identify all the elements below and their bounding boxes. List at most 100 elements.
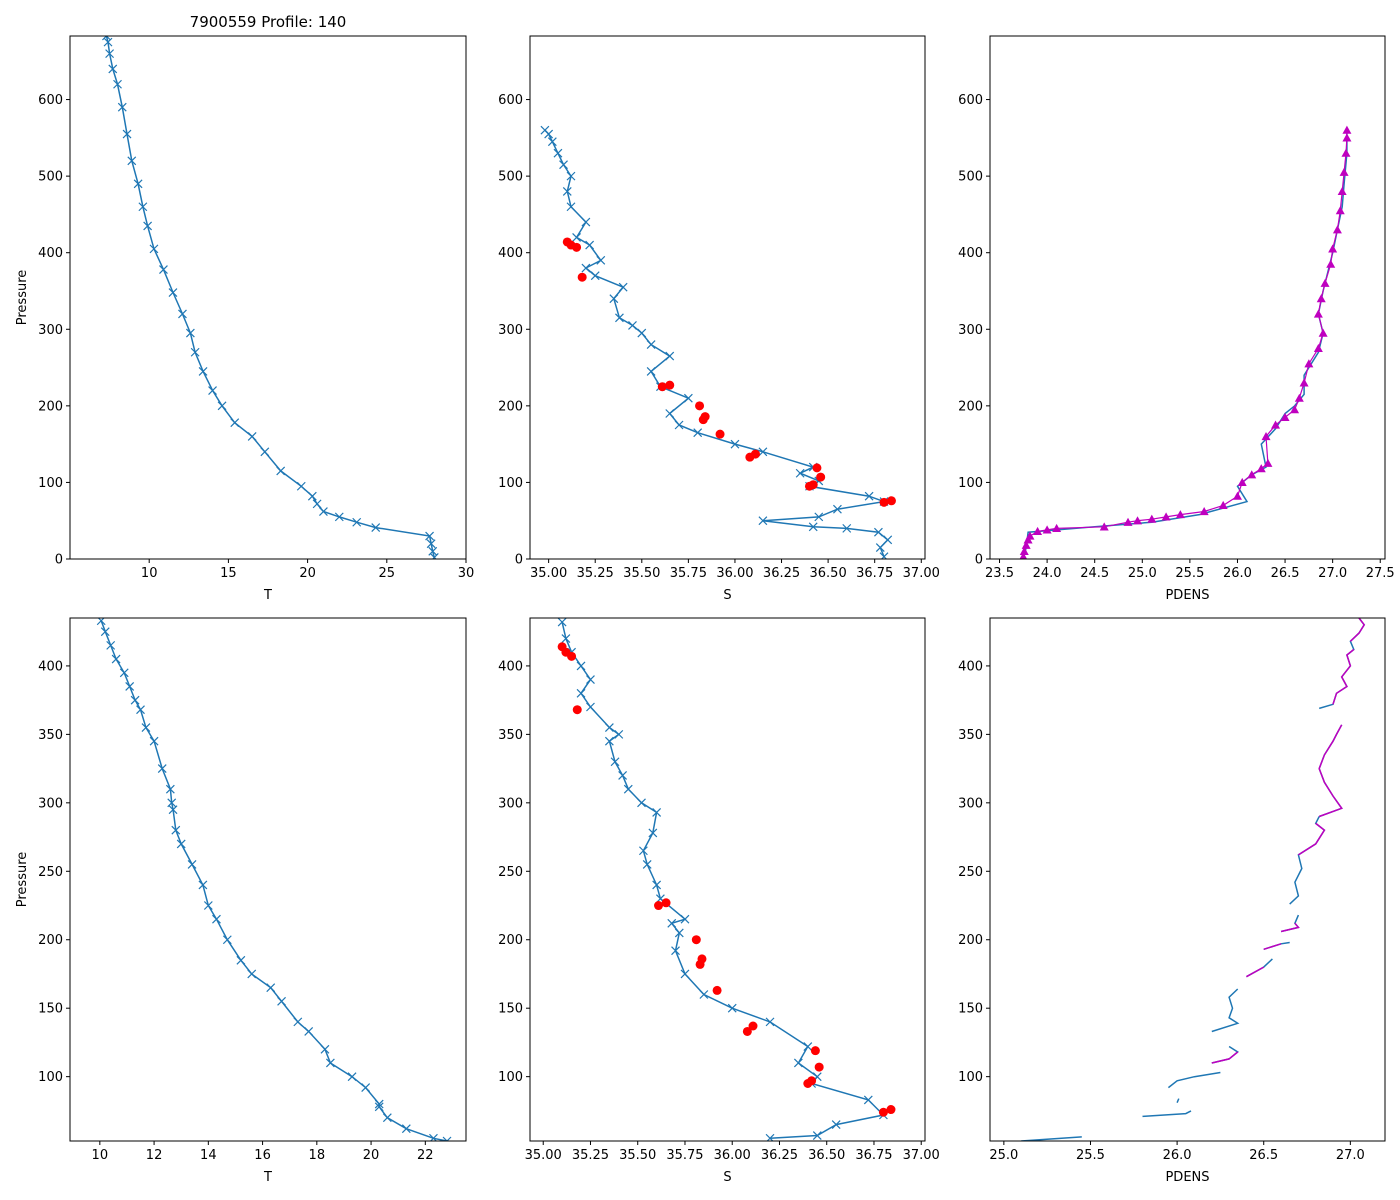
x-marker <box>793 1058 803 1068</box>
x-marker <box>581 217 591 227</box>
x-tick-label: 27.0 <box>1336 1148 1365 1163</box>
x-axis-label: S <box>723 588 731 603</box>
flag-dot <box>814 1062 824 1072</box>
x-marker <box>277 996 286 1006</box>
y-tick-label: 100 <box>958 1070 983 1085</box>
x-marker <box>680 914 690 924</box>
x-marker <box>674 420 684 430</box>
y-tick-label: 150 <box>958 1002 983 1017</box>
triangle-marker <box>1237 477 1247 487</box>
x-marker <box>646 366 656 376</box>
y-tick-label: 100 <box>38 476 63 491</box>
flag-dot <box>700 412 710 422</box>
flag-dot <box>577 272 587 282</box>
y-tick-label: 300 <box>498 796 523 811</box>
x-tick-label: 26.0 <box>1163 1148 1192 1163</box>
x-axis-label: T <box>263 1170 272 1185</box>
triangle-marker <box>1313 309 1323 318</box>
x-tick-label: 25.5 <box>1076 1148 1105 1163</box>
axes-frame <box>989 617 1386 1142</box>
y-tick-label: 400 <box>498 246 523 261</box>
x-marker <box>758 516 768 526</box>
x-marker <box>863 1095 873 1105</box>
x-marker <box>247 432 257 441</box>
triangle-marker <box>1299 378 1309 387</box>
x-marker <box>610 757 620 767</box>
x-marker <box>178 309 187 319</box>
triangle-marker <box>1247 470 1257 479</box>
x-marker <box>266 983 276 993</box>
x-marker <box>576 688 586 698</box>
y-tick-label: 400 <box>498 659 523 674</box>
triangle-marker <box>1256 464 1266 473</box>
y-axis-label: Pressure <box>15 852 30 908</box>
x-marker <box>138 202 148 212</box>
x-marker <box>167 798 177 808</box>
y-tick-label: 400 <box>38 659 63 674</box>
x-tick-label: 16 <box>254 1148 271 1163</box>
axes-frame <box>529 35 926 560</box>
flag-dot <box>750 449 760 459</box>
x-marker <box>547 137 557 147</box>
flag-dot <box>808 480 818 490</box>
x-tick-label: 26.5 <box>1271 566 1300 581</box>
x-tick-label: 35.75 <box>666 1148 703 1163</box>
y-tick-label: 350 <box>498 728 523 743</box>
triangle-marker <box>1263 458 1273 467</box>
x-marker <box>665 351 675 361</box>
y-tick-label: 0 <box>515 553 523 568</box>
series-pdens-overlay-segment <box>1318 724 1343 818</box>
x-tick-label: 37.00 <box>903 1148 940 1163</box>
y-tick-label: 200 <box>498 933 523 948</box>
triangle-marker <box>1042 525 1052 534</box>
subplot-p4: 10 12 14 16 18 20 22 100 150 200 250 300 350 400 T Pres… <box>15 617 467 1185</box>
x-marker <box>585 240 595 250</box>
x-marker <box>628 321 637 330</box>
triangle-marker <box>1033 526 1043 536</box>
series-pdens-segment <box>1167 1071 1221 1089</box>
x-marker <box>425 531 434 541</box>
x-marker <box>374 1099 384 1109</box>
x-tick-label: 36.75 <box>856 566 893 581</box>
x-marker <box>553 148 563 158</box>
flag-dot <box>661 898 671 908</box>
x-marker <box>833 504 842 514</box>
y-tick-label: 500 <box>38 170 63 185</box>
x-marker <box>171 825 181 835</box>
y-tick-label: 150 <box>498 1002 523 1017</box>
x-marker <box>108 64 118 74</box>
y-tick-label: 250 <box>958 865 983 880</box>
x-tick-label: 20 <box>299 566 316 581</box>
axes-frame <box>69 35 467 560</box>
triangle-marker <box>1328 244 1338 253</box>
x-marker <box>149 736 159 746</box>
x-marker <box>795 468 805 478</box>
y-tick-label: 200 <box>38 933 63 948</box>
x-marker <box>428 546 438 556</box>
x-tick-label: 36.50 <box>810 566 847 581</box>
x-marker <box>586 675 595 685</box>
x-marker <box>566 171 576 181</box>
x-marker <box>312 499 322 509</box>
series-pdens-overlay-segment <box>1280 922 1300 933</box>
triangle-marker <box>1021 540 1031 549</box>
x-marker <box>683 393 693 403</box>
x-tick-label: 36.25 <box>761 1148 798 1163</box>
x-marker <box>667 918 677 928</box>
triangle-marker <box>1332 225 1342 234</box>
x-marker <box>212 914 221 924</box>
y-tick-label: 500 <box>958 170 983 185</box>
x-marker <box>159 265 168 274</box>
x-marker <box>604 736 614 746</box>
y-tick-label: 400 <box>958 246 983 261</box>
x-marker <box>100 627 110 637</box>
x-marker <box>117 102 127 112</box>
x-marker <box>596 255 606 265</box>
x-marker <box>637 328 647 338</box>
flag-dot <box>712 985 722 995</box>
subplot-p6: 25.0 25.5 26.0 26.5 27.0 100 150 200 250 300 350 40… <box>958 617 1386 1185</box>
flag-dot <box>572 705 582 715</box>
triangle-marker <box>1341 148 1351 157</box>
y-tick-label: 600 <box>958 93 983 108</box>
